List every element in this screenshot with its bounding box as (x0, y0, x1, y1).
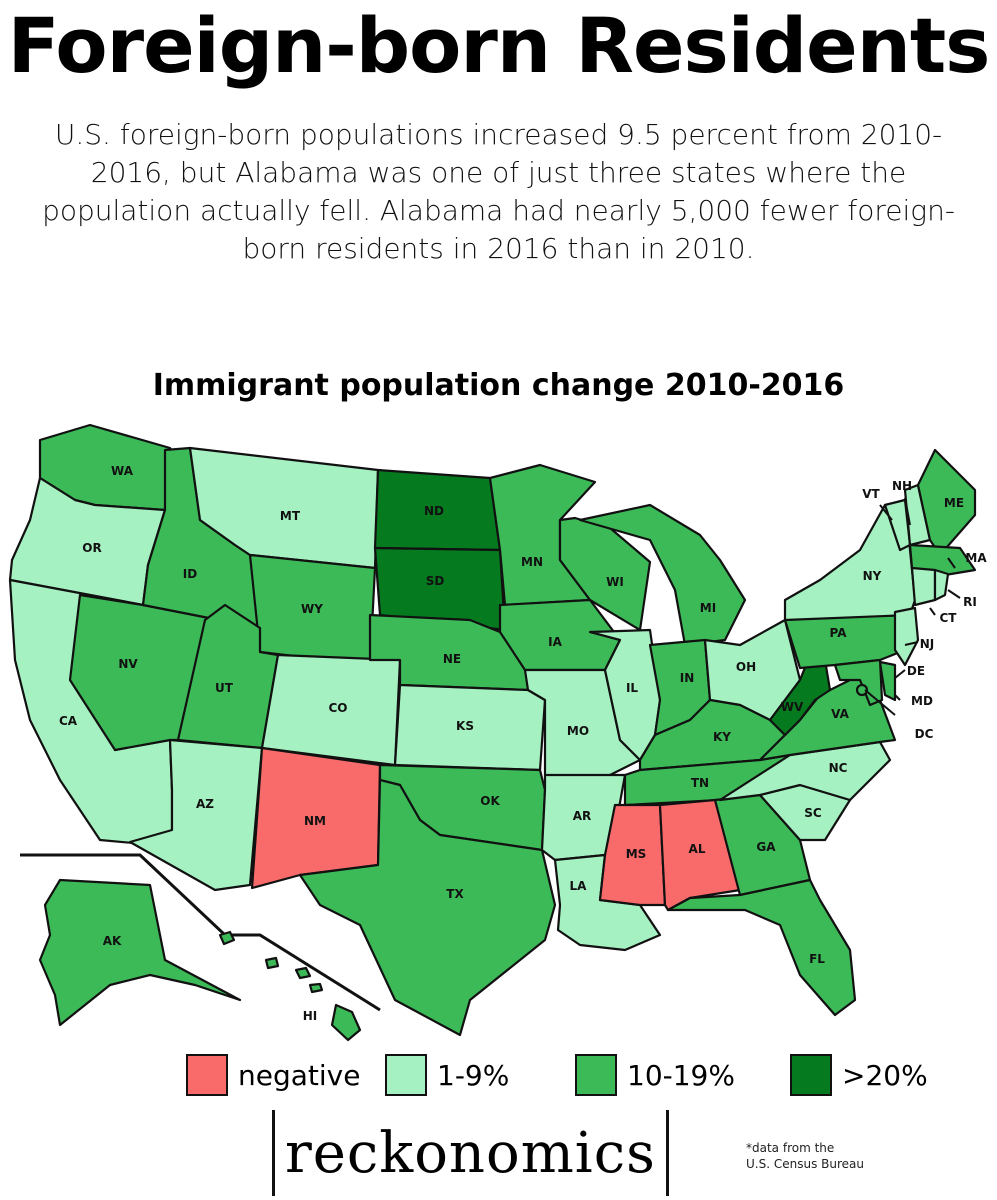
state-label-vt: VT (862, 487, 880, 501)
state-label-ia: IA (548, 635, 562, 649)
us-map: WA OR CA NV ID MT WY UT AZ CO NM ND SD NE KS OK TX MN IA MO… (8, 423, 987, 1042)
state-label-ms: MS (626, 847, 647, 861)
legend-swatch-10-19 (575, 1054, 617, 1096)
state-pa (783, 610, 907, 670)
state-label-ga: GA (756, 840, 776, 854)
state-ak (38, 878, 242, 1027)
state-label-ny: NY (863, 569, 882, 583)
legend-label-10-19: 10-19% (627, 1058, 735, 1092)
state-label-wi: WI (606, 575, 624, 589)
state-label-wv: WV (781, 700, 804, 714)
legend: negative 1-9% 10-19% >20% (0, 1052, 997, 1102)
state-label-az: AZ (196, 797, 214, 811)
state-label-wa: WA (111, 464, 134, 478)
state-label-me: ME (944, 496, 964, 510)
state-label-nd: ND (424, 504, 444, 518)
state-label-mi: MI (700, 601, 716, 615)
state-ma (908, 543, 977, 577)
page-title: Foreign-born Residents (7, 1, 991, 90)
state-label-in: IN (680, 671, 695, 685)
legend-swatch-negative (186, 1054, 228, 1096)
state-label-ct: CT (940, 611, 958, 625)
legend-label-1-9: 1-9% (437, 1058, 510, 1092)
brand-bar-right (665, 1110, 669, 1196)
map-title: Immigrant population change 2010-2016 (152, 368, 845, 403)
state-fl (666, 878, 857, 1017)
state-ri (933, 568, 950, 602)
state-label-ky: KY (713, 730, 731, 744)
brand-bar-left (272, 1110, 275, 1196)
state-label-co: CO (328, 701, 347, 715)
state-me (916, 448, 977, 557)
state-label-sc: SC (804, 806, 822, 820)
state-label-wy: WY (301, 602, 323, 616)
state-label-ks: KS (456, 719, 474, 733)
source-line-2: U.S. Census Bureau (746, 1157, 864, 1171)
state-label-mt: MT (280, 509, 301, 523)
state-label-dc: DC (915, 727, 934, 741)
legend-item-1-9: 1-9% (385, 1052, 509, 1098)
state-label-pa: PA (830, 626, 848, 640)
legend-item-20: >20% (790, 1052, 928, 1098)
state-label-nc: NC (829, 761, 848, 775)
state-mi (578, 503, 747, 647)
state-label-md: MD (911, 694, 933, 708)
state-label-ut: UT (215, 681, 234, 695)
state-label-fl: FL (809, 952, 825, 966)
state-label-nv: NV (118, 657, 138, 671)
legend-item-negative: negative (186, 1052, 360, 1098)
state-ct (910, 566, 937, 607)
state-ks (393, 683, 547, 772)
state-label-hi: HI (303, 1009, 318, 1023)
state-label-de: DE (907, 664, 925, 678)
state-label-nj: NJ (920, 637, 935, 651)
state-de (878, 660, 897, 702)
source-note: *data from the U.S. Census Bureau (746, 1140, 864, 1172)
state-label-tn: TN (691, 776, 709, 790)
legend-label-20: >20% (842, 1058, 928, 1092)
source-line-1: *data from the (746, 1141, 835, 1155)
state-label-oh: OH (736, 660, 756, 674)
state-nj (893, 606, 920, 667)
state-label-tx: TX (446, 887, 464, 901)
state-label-va: VA (831, 707, 849, 721)
state-label-ok: OK (480, 794, 500, 808)
state-label-mo: MO (567, 724, 589, 738)
legend-swatch-1-9 (385, 1054, 427, 1096)
state-label-al: AL (689, 842, 706, 856)
state-label-ri: RI (963, 595, 977, 609)
state-label-ne: NE (443, 652, 461, 666)
state-label-la: LA (570, 879, 588, 893)
state-label-ar: AR (573, 809, 592, 823)
state-label-ca: CA (59, 714, 78, 728)
state-label-id: ID (183, 567, 197, 581)
legend-swatch-20 (790, 1054, 832, 1096)
state-label-mn: MN (521, 555, 543, 569)
state-wv (768, 653, 832, 737)
legend-item-10-19: 10-19% (575, 1052, 735, 1098)
subtitle: U.S. foreign-born populations increased … (42, 118, 955, 265)
brand-logo: reckonomics (272, 1108, 669, 1198)
state-label-ak: AK (103, 934, 122, 948)
state-tx (298, 778, 557, 1037)
state-label-ma: MA (965, 551, 987, 565)
brand-name: reckonomics (285, 1120, 656, 1186)
state-label-il: IL (626, 681, 638, 695)
state-label-sd: SD (426, 574, 445, 588)
legend-label-negative: negative (238, 1058, 361, 1092)
state-label-nm: NM (304, 814, 326, 828)
state-dc (855, 683, 869, 697)
state-label-or: OR (82, 541, 101, 555)
state-label-nh: NH (892, 479, 912, 493)
state-hi (218, 930, 362, 1042)
